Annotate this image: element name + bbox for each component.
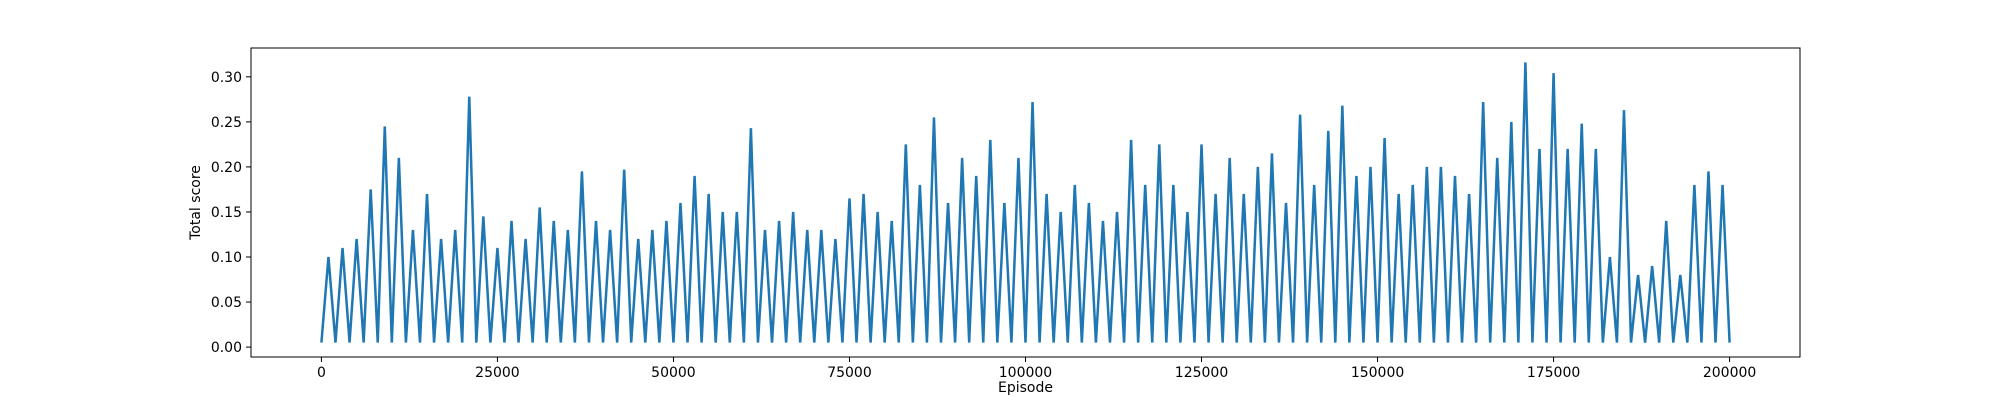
- x-tick-label: 100000: [999, 365, 1052, 381]
- series-line: [320, 62, 1731, 343]
- y-tick-label: 0.15: [211, 205, 242, 221]
- y-tick-label: 0.00: [211, 340, 242, 356]
- x-tick-label: 50000: [651, 365, 696, 381]
- x-tick-label: 175000: [1527, 365, 1580, 381]
- x-tick-label: 75000: [827, 365, 872, 381]
- x-tick-label: 0: [317, 365, 326, 381]
- x-tick-label: 25000: [475, 365, 520, 381]
- plot-frame: [250, 47, 1801, 358]
- y-tick-label: 0.30: [211, 70, 242, 86]
- x-tick-label: 125000: [1175, 365, 1228, 381]
- x-tick-label: 150000: [1351, 365, 1404, 381]
- x-axis-label: Episode: [998, 380, 1053, 396]
- y-axis-label: Total score: [188, 165, 204, 241]
- y-tick-label: 0.10: [211, 250, 242, 266]
- y-tick-label: 0.05: [211, 295, 242, 311]
- x-tick-label: 200000: [1703, 365, 1756, 381]
- y-tick-label: 0.20: [211, 160, 242, 176]
- y-tick-label: 0.25: [211, 115, 242, 131]
